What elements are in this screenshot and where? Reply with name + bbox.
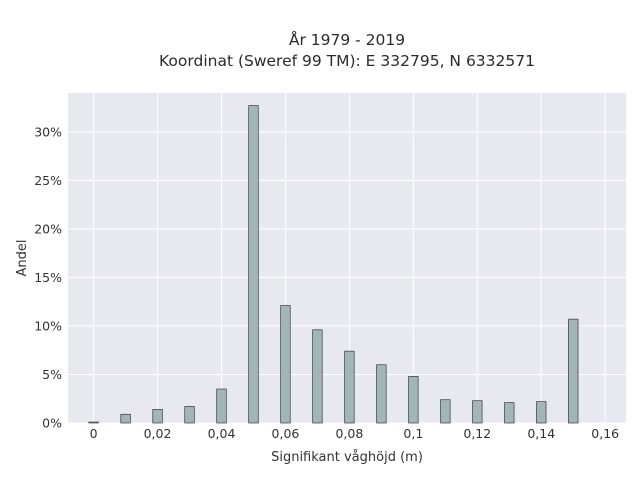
x-tick-label: 0,1 (403, 426, 423, 441)
y-tick-label: 25% (34, 173, 62, 188)
x-tick-label: 0,16 (591, 426, 619, 441)
histogram-bar (536, 401, 547, 424)
histogram-bar (280, 305, 291, 424)
x-axis-ticks: 0 0,02 0,04 0,06 0,08 0,1 0,12 0,14 0,16 (90, 426, 620, 441)
y-tick-label: 10% (34, 318, 62, 333)
chart-subtitle: Koordinat (Sweref 99 TM): E 332795, N 63… (159, 52, 535, 70)
histogram-bar (88, 421, 99, 424)
x-tick-label: 0,08 (335, 426, 363, 441)
chart-title: År 1979 - 2019 (289, 30, 405, 49)
y-axis-ticks: 0% 5% 10% 15% 20% 25% 30% (34, 124, 62, 430)
y-axis-label: Andel (15, 240, 30, 277)
histogram-bar (248, 105, 259, 424)
histogram-bar (376, 364, 387, 424)
histogram-bar (440, 399, 451, 424)
histogram-bar (504, 402, 515, 424)
histogram-bar (152, 409, 163, 424)
x-tick-label: 0,12 (463, 426, 491, 441)
x-tick-label: 0,14 (527, 426, 555, 441)
x-tick-label: 0,02 (144, 426, 172, 441)
y-tick-label: 5% (42, 367, 62, 382)
histogram-bar (408, 376, 419, 424)
x-tick-label: 0,06 (272, 426, 300, 441)
y-tick-label: 20% (34, 221, 62, 236)
histogram-bar (312, 329, 323, 424)
bars (88, 105, 579, 424)
histogram-bar (184, 406, 195, 424)
histogram-bar (344, 350, 355, 424)
y-tick-label: 15% (34, 270, 62, 285)
y-tick-label: 0% (42, 416, 62, 431)
histogram-bar (120, 413, 131, 424)
x-tick-label: 0 (90, 426, 98, 441)
histogram-bar (568, 318, 579, 424)
x-axis-label: Signifikant våghöjd (m) (271, 450, 423, 465)
histogram-bar (472, 400, 483, 424)
y-tick-label: 30% (34, 124, 62, 139)
x-tick-label: 0,04 (208, 426, 236, 441)
histogram-bar (216, 388, 227, 424)
